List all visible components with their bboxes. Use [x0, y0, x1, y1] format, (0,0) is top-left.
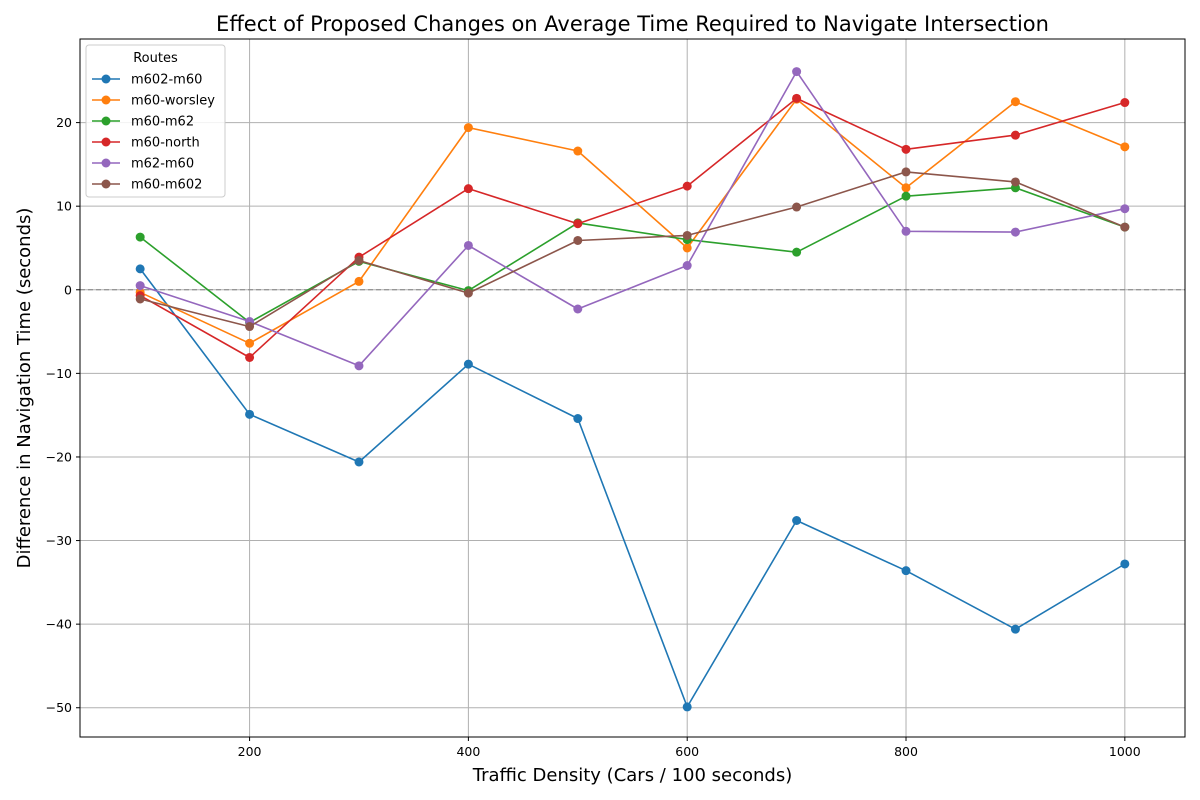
data-point: [792, 515, 802, 525]
data-point: [1010, 130, 1020, 140]
data-point: [573, 219, 583, 229]
data-point: [792, 202, 802, 212]
legend-label: m602-m60: [131, 73, 202, 88]
legend-item-m602-m60: m602-m60: [92, 73, 202, 88]
data-point: [463, 359, 473, 369]
data-point: [135, 294, 145, 304]
legend-swatch-marker: [101, 74, 111, 84]
legend-swatch-marker: [101, 137, 111, 147]
data-point: [463, 240, 473, 250]
legend-label: m60-worsley: [131, 94, 215, 109]
legend-label: m60-north: [131, 136, 200, 151]
data-point: [1120, 222, 1130, 232]
data-point: [682, 243, 692, 253]
data-point: [1010, 177, 1020, 187]
data-point: [792, 93, 802, 103]
data-point: [901, 566, 911, 576]
y-tick-label: 20: [56, 115, 72, 130]
data-point: [792, 67, 802, 77]
y-tick-label: −40: [46, 617, 72, 632]
data-point: [1010, 624, 1020, 634]
data-point: [682, 181, 692, 191]
data-point: [354, 457, 364, 467]
data-point: [463, 288, 473, 298]
x-tick-label: 800: [894, 744, 918, 759]
series-line: [139, 97, 1126, 359]
legend-swatch-marker: [101, 116, 111, 126]
x-tick-label: 600: [675, 744, 699, 759]
legend-item-m60-worsley: m60-worsley: [92, 94, 215, 109]
legend-label: m60-m62: [131, 115, 194, 130]
legend-item-m62-m60: m62-m60: [92, 157, 194, 172]
y-axis-ticks: −50 −40 −30 −20 −10 0 10 20: [46, 115, 80, 715]
data-point: [682, 230, 692, 240]
y-tick-label: −20: [46, 449, 72, 464]
y-tick-label: −10: [46, 366, 72, 381]
series-m60-m602: [135, 167, 1130, 332]
y-axis-label: Difference in Navigation Time (seconds): [14, 208, 35, 569]
legend-item-m60-north: m60-north: [92, 136, 200, 151]
data-point: [463, 123, 473, 133]
data-point: [463, 184, 473, 194]
data-point: [1120, 142, 1130, 152]
legend-item-m60-m602: m60-m602: [92, 178, 202, 193]
data-point: [1120, 98, 1130, 108]
legend-swatch-marker: [101, 95, 111, 105]
data-point: [1120, 559, 1130, 569]
data-point: [1010, 97, 1020, 107]
data-point: [1120, 204, 1130, 214]
legend-label: m62-m60: [131, 157, 194, 172]
series-m602-m60: [135, 264, 1130, 712]
data-point: [245, 322, 255, 332]
y-tick-label: −50: [46, 700, 72, 715]
data-point: [901, 144, 911, 154]
legend-title: Routes: [133, 51, 178, 66]
y-tick-label: 0: [64, 282, 72, 297]
y-tick-label: 10: [56, 199, 72, 214]
legend-item-m60-m62: m60-m62: [92, 115, 194, 130]
legend-swatch-marker: [101, 158, 111, 168]
data-point: [682, 702, 692, 712]
data-point: [901, 167, 911, 177]
chart-title: Effect of Proposed Changes on Average Ti…: [216, 12, 1049, 36]
data-point: [135, 264, 145, 274]
data-point: [792, 247, 802, 257]
data-point: [245, 409, 255, 419]
series-line: [139, 70, 1125, 367]
data-point: [573, 414, 583, 424]
series-line: [139, 98, 1126, 345]
series-line: [139, 187, 1126, 324]
data-point: [245, 352, 255, 362]
series-line: [139, 268, 1126, 708]
data-point: [135, 281, 145, 291]
data-point: [573, 304, 583, 314]
data-point: [573, 235, 583, 245]
data-point: [245, 338, 255, 348]
x-tick-label: 200: [238, 744, 262, 759]
data-point: [901, 226, 911, 236]
legend: Routes m602-m60 m60-worsley m60-m62 m60-nort…: [85, 44, 226, 198]
legend-box: [85, 44, 226, 198]
legend-swatch-marker: [101, 179, 111, 189]
data-point: [901, 191, 911, 201]
data-point: [573, 146, 583, 156]
x-tick-label: 400: [456, 744, 480, 759]
series-line: [140, 171, 1126, 328]
data-point: [354, 256, 364, 266]
data-point: [901, 183, 911, 193]
data-point: [354, 361, 364, 371]
data-point: [682, 261, 692, 271]
x-axis-label: Traffic Density (Cars / 100 seconds): [472, 765, 793, 786]
data-point: [1010, 227, 1020, 237]
series-lines: [135, 67, 1130, 712]
x-tick-label: 1000: [1109, 744, 1141, 759]
data-point: [135, 232, 145, 242]
x-axis-ticks: 200 400 600 800 1000: [238, 737, 1141, 759]
y-tick-label: −30: [46, 533, 72, 548]
data-point: [354, 276, 364, 286]
legend-label: m60-m602: [131, 178, 202, 193]
plot-frame: [79, 38, 1186, 738]
